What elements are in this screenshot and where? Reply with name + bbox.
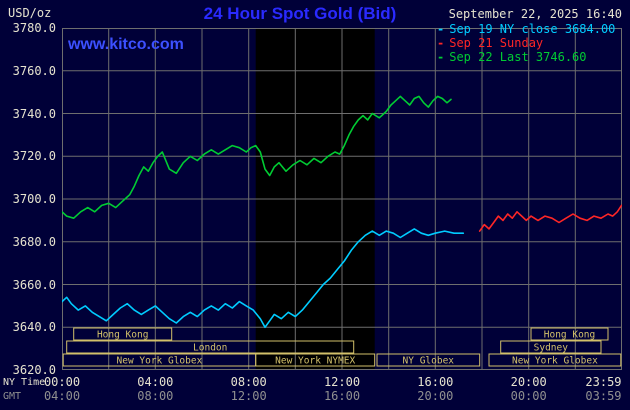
x-axis-tick-label: 16:00	[417, 375, 454, 389]
session-box	[488, 353, 622, 367]
y-axis-tick-label: 3720.0	[12, 149, 56, 164]
price-line-3	[62, 95, 452, 219]
session-label: New York NYMEX	[275, 356, 355, 367]
session-label: New York Globex	[117, 356, 203, 367]
legend-label: Sep 22 Last 3746.60	[449, 50, 587, 64]
legend-item: - Sep 21 Sunday	[437, 36, 615, 50]
plot-area: Hong Kong Hong Kong London Sydney New York G…	[62, 28, 622, 370]
x-axis-tick-label: 23:59	[585, 375, 622, 389]
session-box	[255, 353, 376, 367]
chart-legend: - Sep 19 NY close 3684.00- Sep 21 Sunday - S…	[437, 22, 615, 64]
session-label: NY Globex	[403, 356, 455, 367]
price-units-label: USD/oz	[8, 6, 52, 20]
chart-datetime: September 22, 2025 16:40	[448, 7, 622, 21]
legend-item: - Sep 19 NY close 3684.00	[437, 22, 615, 36]
y-axis-tick-label: 3740.0	[12, 106, 56, 121]
kitco-watermark-link[interactable]: www.kitco.com	[68, 36, 184, 53]
legend-marker: -	[437, 22, 445, 36]
legend-item: - Sep 22 Last 3746.60	[437, 50, 615, 64]
x-axis-tick-label: 08:00	[230, 375, 267, 389]
x-axis-tick-label: 12:00	[230, 389, 267, 403]
price-line-1	[62, 228, 465, 329]
y-axis-tick-label: 3640.0	[12, 320, 56, 335]
x-axis-ny-time: NY Time 00:00 04:00 08:00 12:00 16:00 20:00 23…	[0, 375, 630, 389]
price-line-2	[478, 204, 622, 232]
x-axis-gmt: GMT 04:00 08:00 12:00 16:00 20:00 00:00 03:59	[0, 389, 630, 403]
y-axis-tick-label: 3680.0	[12, 234, 56, 249]
session-label: London	[193, 343, 227, 354]
session-box	[530, 327, 609, 341]
y-axis-tick-label: 3780.0	[12, 21, 56, 35]
plot-border	[62, 28, 622, 370]
session-label: New York Globex	[512, 356, 598, 367]
x-axis-tick-label: 08:00	[137, 389, 174, 403]
x-axis-tick-label: 04:00	[137, 375, 174, 389]
session-box	[73, 327, 173, 341]
x-axis-tick-label: 20:00	[417, 389, 454, 403]
chart-title: 24 Hour Spot Gold (Bid)	[203, 4, 397, 23]
ny-time-caption: NY Time	[3, 377, 46, 388]
y-axis-tick-label: 3700.0	[12, 192, 56, 206]
y-axis-tick-label: 3760.0	[12, 63, 56, 78]
x-axis-tick-label: 20:00	[510, 375, 547, 389]
session-label: Sydney	[534, 343, 569, 354]
x-axis-tick-label: 03:59	[585, 389, 622, 403]
session-box	[376, 353, 481, 367]
x-axis-tick-label: 04:00	[43, 389, 81, 403]
y-axis-tick-label: 3660.0	[12, 277, 56, 292]
session-box	[66, 340, 355, 354]
session-label: Hong Kong	[97, 330, 148, 341]
x-axis-tick-label: 12:00	[323, 375, 361, 389]
session-label: Hong Kong	[544, 330, 595, 341]
legend-label: Sep 21 Sunday	[449, 36, 544, 50]
gmt-caption: GMT	[3, 391, 22, 402]
legend-marker: -	[437, 50, 445, 64]
x-axis-tick-label: 16:00	[323, 389, 361, 403]
legend-label: Sep 19 NY close 3684.00	[449, 22, 616, 36]
session-box	[500, 340, 602, 354]
x-axis-tick-label: 00:00	[43, 375, 81, 389]
legend-marker: -	[437, 36, 445, 50]
x-axis-tick-label: 00:00	[510, 389, 547, 403]
